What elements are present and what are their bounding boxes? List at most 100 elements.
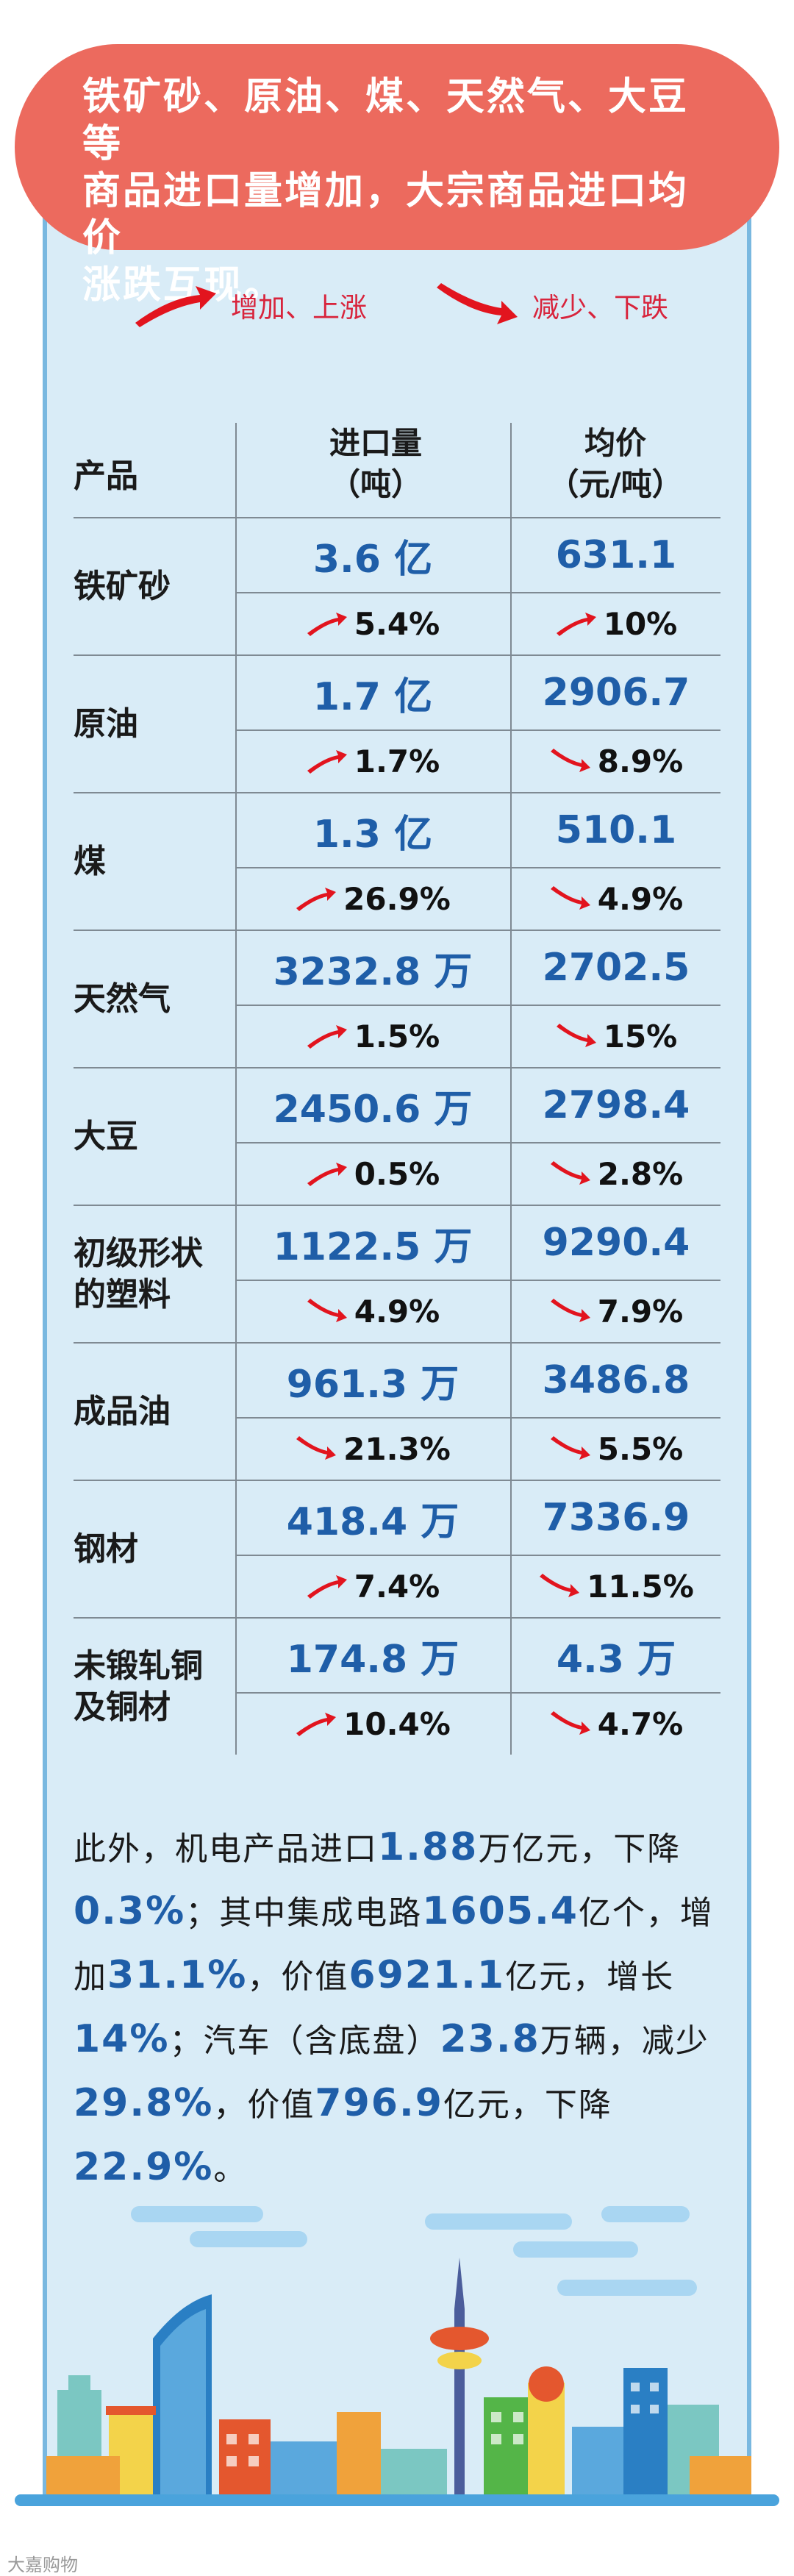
product-name: 大豆: [74, 1117, 138, 1155]
header-price-unit: （元/吨）: [548, 466, 683, 502]
volume-change: 5.4%: [235, 592, 510, 654]
product-name: 未锻轧铜及铜材: [74, 1646, 203, 1726]
content-panel: [43, 176, 751, 2500]
table-row: 成品油 961.3 万 3486.8 21.3% 5.5%: [74, 1342, 720, 1480]
price-change-value: 8.9%: [597, 743, 684, 779]
price-change: 7.9%: [512, 1280, 720, 1342]
paragraph-text: 。: [213, 2150, 248, 2188]
paragraph-text: 万亿元，下降: [478, 1830, 682, 1868]
price-change: 2.8%: [512, 1142, 720, 1205]
highlight-number: 22.9%: [74, 2145, 214, 2189]
price-change: 15%: [512, 1005, 720, 1067]
column-divider: [235, 1619, 237, 1755]
column-divider: [510, 931, 512, 1067]
average-price: 9290.4: [542, 1221, 690, 1265]
highlight-number: 31.1%: [107, 1953, 248, 1997]
volume-change: 0.5%: [235, 1142, 510, 1205]
import-volume: 3232.8 万: [273, 949, 473, 994]
import-volume: 418.4 万: [286, 1499, 459, 1544]
price-change-value: 11.5%: [587, 1569, 694, 1605]
down-arrow-icon: [307, 1298, 347, 1322]
up-arrow-icon: [135, 286, 216, 327]
paragraph-text: 减少: [641, 2022, 709, 2060]
price-change: 5.5%: [512, 1417, 720, 1480]
paragraph-text: ；汽车（含底盘）: [169, 2022, 440, 2060]
headline-line-1: 铁矿砂、原油、煤、天然气、大豆等: [82, 75, 690, 166]
headline-banner: 铁矿砂、原油、煤、天然气、大豆等 商品进口量增加，大宗商品进口均价 涨跌互现。: [15, 44, 779, 307]
up-arrow-icon: [307, 1574, 347, 1599]
legend-up: 增加、上涨: [132, 283, 367, 327]
price-change: 11.5%: [512, 1555, 720, 1617]
up-arrow-icon: [307, 612, 347, 636]
column-divider: [235, 1206, 237, 1342]
down-arrow-icon: [437, 283, 518, 324]
average-price: 7336.9: [542, 1496, 690, 1540]
table-row: 原油 1.7 亿 2906.7 1.7% 8.9%: [74, 654, 720, 792]
price-change: 10%: [512, 592, 720, 654]
price-change-value: 5.5%: [597, 1431, 684, 1467]
import-volume: 961.3 万: [286, 1362, 459, 1407]
volume-change-value: 5.4%: [354, 606, 440, 642]
up-arrow-icon: [307, 1024, 347, 1049]
paragraph-text: 亿元，下降: [443, 2086, 612, 2124]
paragraph-text: ；其中集成电路: [185, 1894, 423, 1932]
paragraph-text: 亿元，增: [505, 1958, 641, 1996]
headline-line-2: 商品进口量增加，大宗商品进口均价: [82, 169, 690, 260]
paragraph-text: 长: [640, 1958, 675, 1996]
average-price: 4.3 万: [556, 1637, 676, 1682]
column-divider: [510, 518, 512, 654]
legend-down: 减少、下跌: [434, 283, 668, 327]
volume-change-value: 21.3%: [343, 1431, 451, 1467]
header-product: 产品: [74, 457, 138, 495]
header-price-title: 均价: [584, 425, 646, 461]
table-row: 初级形状的塑料 1122.5 万 9290.4 4.9% 7.9%: [74, 1205, 720, 1342]
header-volume-title: 进口量: [329, 425, 422, 461]
paragraph-text: 万辆，: [540, 2022, 642, 2060]
volume-change: 10.4%: [235, 1692, 510, 1755]
volume-change-value: 4.9%: [354, 1294, 440, 1330]
column-divider: [510, 656, 512, 792]
average-price: 631.1: [555, 533, 677, 577]
column-divider: [235, 656, 237, 792]
column-divider: [510, 423, 512, 517]
average-price: 2702.5: [542, 946, 690, 990]
down-arrow-icon: [550, 1160, 590, 1185]
product-name: 成品油: [74, 1392, 171, 1430]
table-row: 大豆 2450.6 万 2798.4 0.5% 2.8%: [74, 1067, 720, 1205]
price-change-value: 4.7%: [597, 1706, 684, 1742]
paragraph-text: 此外，机电产品进口: [74, 1830, 378, 1868]
product-name: 初级形状的塑料: [74, 1234, 203, 1313]
legend-down-label: 减少、下跌: [532, 292, 668, 324]
average-price: 510.1: [555, 808, 677, 852]
price-change-value: 15%: [603, 1018, 678, 1055]
column-divider: [235, 518, 237, 654]
product-name: 原油: [74, 704, 138, 743]
table-header: 产品 进口量 （吨） 均价 （元/吨）: [74, 423, 720, 517]
import-volume: 2450.6 万: [273, 1087, 473, 1132]
paragraph-text: 亿个，: [578, 1894, 680, 1932]
paragraph-text: ，价值: [213, 2086, 315, 2124]
price-change: 4.7%: [512, 1692, 720, 1755]
import-volume: 1122.5 万: [273, 1224, 473, 1269]
highlight-number: 14%: [74, 2017, 170, 2061]
product-name: 铁矿砂: [74, 567, 171, 605]
down-arrow-icon: [540, 1573, 580, 1597]
down-arrow-icon: [550, 1298, 590, 1322]
volume-change-value: 7.4%: [354, 1569, 440, 1605]
down-arrow-icon: [556, 1023, 596, 1047]
volume-change-value: 26.9%: [343, 881, 451, 917]
average-price: 2798.4: [542, 1083, 690, 1127]
price-change-value: 10%: [603, 606, 678, 642]
highlight-number: 1605.4: [422, 1889, 579, 1933]
column-divider: [235, 1481, 237, 1617]
legend: 增加、上涨 减少、下跌: [0, 283, 794, 335]
price-change-value: 4.9%: [597, 881, 684, 917]
average-price: 3486.8: [542, 1358, 690, 1402]
table-row: 钢材 418.4 万 7336.9 7.4% 11.5%: [74, 1480, 720, 1617]
column-divider: [510, 1068, 512, 1205]
highlight-number: 29.8%: [74, 2081, 214, 2125]
price-change-value: 2.8%: [597, 1156, 684, 1192]
product-name: 天然气: [74, 980, 171, 1018]
table-body: 铁矿砂 3.6 亿 631.1 5.4% 10% 原油 1.7 亿 2906.7 1.7% 8.9…: [74, 517, 720, 1755]
down-arrow-icon: [550, 1710, 590, 1735]
